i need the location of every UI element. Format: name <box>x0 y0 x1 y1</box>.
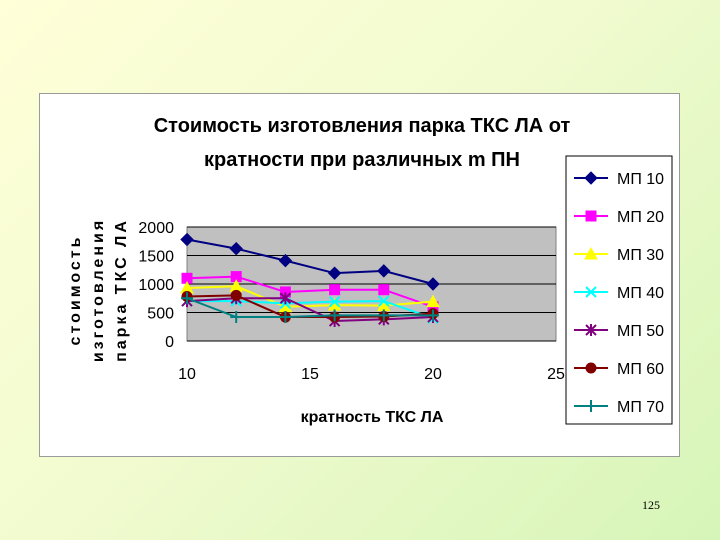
page-number: 125 <box>642 498 660 512</box>
legend: МП 10 МП 20 МП 30 МП 40 МП 50 МП 60 МП 70 <box>565 155 673 425</box>
y-axis-title-line-1: стоимость <box>67 235 84 346</box>
legend-item-мп30: МП 30 <box>574 246 664 264</box>
legend-item-мп60: МП 60 <box>574 361 664 378</box>
series-line-мп20 <box>186 275 434 308</box>
data-point-мп10-4 <box>377 264 391 278</box>
y-tick-label-1000: 1000 <box>138 277 174 294</box>
legend-label-мп20: МП 20 <box>617 209 664 226</box>
data-point-мп70-5 <box>427 309 439 322</box>
series-мп10 <box>180 232 440 291</box>
chart: Стоимость изготовления парка ТКС ЛА от к… <box>67 115 673 426</box>
data-point-мп40-4 <box>378 295 390 307</box>
data-point-мп70-4 <box>377 309 390 322</box>
y-axis-title-line-3: парка ТКС ЛА <box>113 218 130 362</box>
series-мп70 <box>181 292 439 324</box>
legend-marker-мп20 <box>585 210 597 222</box>
y-tick-label-2000: 2000 <box>138 220 174 237</box>
plot-area <box>186 226 557 342</box>
data-point-мп40-3 <box>328 295 341 308</box>
legend-marker-мп50 <box>585 324 597 336</box>
data-point-мп70-2 <box>279 311 292 324</box>
data-point-мп50-2 <box>279 292 292 305</box>
legend-label-мп10: МП 10 <box>617 171 664 188</box>
y-tick-label-1500: 1500 <box>138 249 174 266</box>
y-tick-label-0: 0 <box>165 334 174 351</box>
data-point-мп10-5 <box>426 277 440 291</box>
data-point-мп30-5 <box>426 294 440 308</box>
legend-item-мп10: МП 10 <box>574 171 664 188</box>
series-group <box>180 232 440 328</box>
legend-item-мп70: МП 70 <box>574 399 664 416</box>
y-axis-title-line-2: изготовления <box>90 218 107 362</box>
legend-label-мп60: МП 60 <box>617 361 664 378</box>
x-tick-label-25: 25 <box>547 366 565 383</box>
series-line-мп40 <box>187 300 434 320</box>
axis-ticks: 10 15 20 25 0 500 1000 1500 2000 <box>138 220 565 383</box>
legend-marker-мп60 <box>585 362 597 374</box>
data-point-мп20-3 <box>329 284 341 296</box>
legend-box <box>565 155 673 425</box>
legend-marker-мп70 <box>585 400 597 412</box>
series-line-мп50 <box>186 297 434 323</box>
data-point-мп70-1 <box>230 311 243 324</box>
legend-item-мп40: МП 40 <box>574 285 664 302</box>
data-point-мп10-2 <box>278 253 293 268</box>
x-tick-label-10: 10 <box>178 366 196 383</box>
series-line-мп70 <box>186 297 433 319</box>
legend-marker-мп30 <box>584 246 598 260</box>
chart-container: Стоимость изготовления парка ТКС ЛА от к… <box>39 93 680 457</box>
legend-item-мп50: МП 50 <box>574 323 664 340</box>
data-point-мп20-4 <box>378 284 390 296</box>
chart-title-line-1: Стоимость изготовления парка ТКС ЛА от <box>154 115 571 137</box>
data-point-мп10-1 <box>229 241 243 256</box>
data-point-мп10-0 <box>180 232 194 247</box>
legend-marker-мп10 <box>584 171 598 185</box>
x-tick-label-15: 15 <box>301 366 319 383</box>
x-axis-title: кратность ТКС ЛА <box>301 409 444 426</box>
data-point-мп60-1 <box>230 289 242 301</box>
legend-label-мп30: МП 30 <box>617 247 664 264</box>
data-point-мп70-0 <box>181 292 193 305</box>
legend-marker-мп40 <box>585 286 597 298</box>
legend-label-мп40: МП 40 <box>617 285 664 302</box>
data-point-мп10-3 <box>327 266 342 280</box>
legend-item-мп20: МП 20 <box>574 209 664 226</box>
y-tick-label-500: 500 <box>147 306 174 323</box>
legend-label-мп70: МП 70 <box>617 399 664 416</box>
legend-label-мп50: МП 50 <box>617 323 664 340</box>
x-tick-label-20: 20 <box>424 366 442 383</box>
series-line-мп10 <box>186 238 434 285</box>
chart-title-line-2: кратности при различных m ПН <box>204 149 520 171</box>
data-point-мп70-3 <box>328 309 341 322</box>
